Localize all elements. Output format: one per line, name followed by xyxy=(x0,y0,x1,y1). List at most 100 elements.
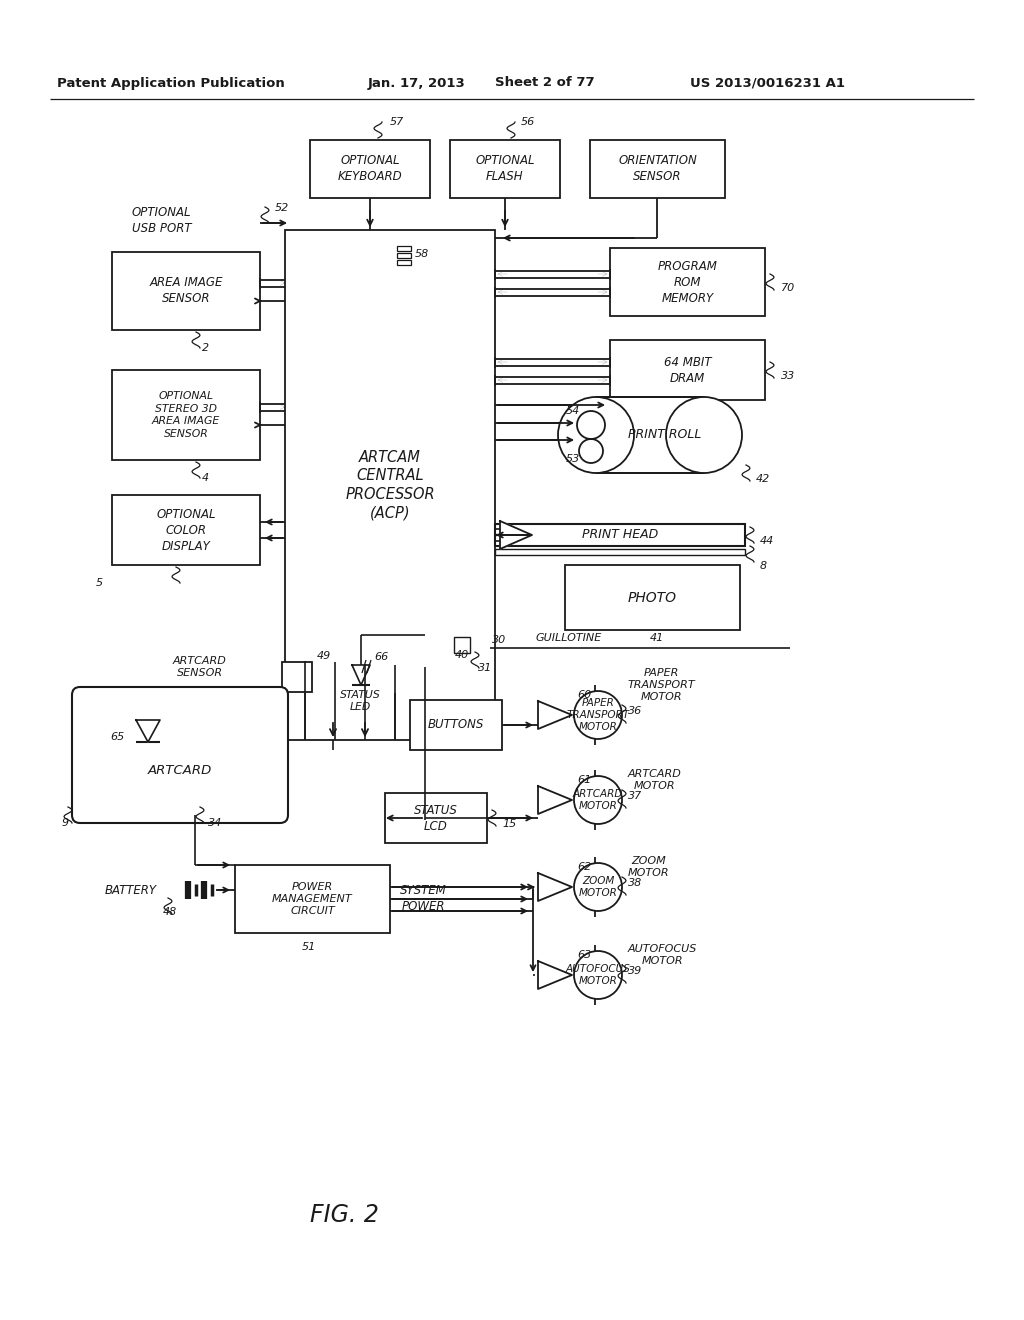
Text: 15: 15 xyxy=(502,818,516,829)
Text: OPTIONAL
KEYBOARD: OPTIONAL KEYBOARD xyxy=(338,154,402,183)
Text: 60: 60 xyxy=(577,690,591,700)
Text: PAPER
TRANSPORT
MOTOR: PAPER TRANSPORT MOTOR xyxy=(628,668,695,702)
Text: 70: 70 xyxy=(781,282,796,293)
Bar xyxy=(385,793,487,843)
Text: PROGRAM
ROM
MEMORY: PROGRAM ROM MEMORY xyxy=(657,260,718,305)
Ellipse shape xyxy=(666,397,742,473)
Bar xyxy=(495,524,745,546)
Text: PAPER
TRANSPORT
MOTOR: PAPER TRANSPORT MOTOR xyxy=(566,698,630,733)
Text: 48: 48 xyxy=(163,907,177,917)
Text: 34: 34 xyxy=(208,818,222,828)
Text: 2: 2 xyxy=(202,343,209,352)
Text: BATTERY: BATTERY xyxy=(105,883,157,896)
Text: 57: 57 xyxy=(390,117,404,127)
Bar xyxy=(397,253,411,257)
Polygon shape xyxy=(538,701,572,729)
Text: Patent Application Publication: Patent Application Publication xyxy=(57,77,285,90)
Text: 33: 33 xyxy=(781,371,796,381)
Bar xyxy=(285,230,495,741)
Text: AUTOFOCUS
MOTOR: AUTOFOCUS MOTOR xyxy=(565,964,631,986)
Text: 8: 8 xyxy=(760,561,767,572)
Text: GUILLOTINE: GUILLOTINE xyxy=(535,634,601,643)
Bar xyxy=(610,248,765,315)
Text: 39: 39 xyxy=(628,966,642,975)
Text: ARTCARD
MOTOR: ARTCARD MOTOR xyxy=(572,789,624,810)
Text: 31: 31 xyxy=(478,663,493,673)
Text: 37: 37 xyxy=(628,791,642,801)
Text: SYSTEM
POWER: SYSTEM POWER xyxy=(400,884,446,913)
Text: POWER
MANAGEMENT
CIRCUIT: POWER MANAGEMENT CIRCUIT xyxy=(272,882,353,916)
Text: 61: 61 xyxy=(577,775,591,785)
Text: 44: 44 xyxy=(760,536,774,546)
Text: 5: 5 xyxy=(96,578,103,587)
Text: 41: 41 xyxy=(650,634,665,643)
Text: 56: 56 xyxy=(521,117,536,127)
Text: STATUS
LCD: STATUS LCD xyxy=(414,804,458,833)
Bar xyxy=(410,700,502,750)
Text: STATUS
LED: STATUS LED xyxy=(340,690,380,713)
Text: ZOOM
MOTOR: ZOOM MOTOR xyxy=(628,855,670,878)
Text: 49: 49 xyxy=(317,651,331,661)
Bar xyxy=(590,140,725,198)
Bar xyxy=(596,397,705,473)
Polygon shape xyxy=(538,873,572,902)
Text: 62: 62 xyxy=(577,862,591,873)
Bar xyxy=(234,865,390,933)
Text: 53: 53 xyxy=(566,454,581,465)
Bar xyxy=(495,549,745,554)
Polygon shape xyxy=(136,719,160,742)
Text: 30: 30 xyxy=(492,635,506,645)
Bar xyxy=(112,495,260,565)
Text: 66: 66 xyxy=(374,652,388,663)
Bar xyxy=(450,140,560,198)
Text: OPTIONAL
STEREO 3D
AREA IMAGE
SENSOR: OPTIONAL STEREO 3D AREA IMAGE SENSOR xyxy=(152,392,220,438)
Polygon shape xyxy=(538,961,572,989)
Bar xyxy=(610,341,765,400)
Bar xyxy=(282,663,312,692)
Text: OPTIONAL
FLASH: OPTIONAL FLASH xyxy=(475,154,535,183)
Polygon shape xyxy=(538,785,572,814)
Text: 40: 40 xyxy=(455,649,469,660)
Bar xyxy=(565,565,740,630)
Text: AUTOFOCUS
MOTOR: AUTOFOCUS MOTOR xyxy=(628,944,697,966)
Text: 64 MBIT
DRAM: 64 MBIT DRAM xyxy=(664,355,712,384)
Text: PRINT ROLL: PRINT ROLL xyxy=(629,429,701,441)
Polygon shape xyxy=(500,521,532,549)
Bar xyxy=(454,638,470,653)
Text: 38: 38 xyxy=(628,878,642,888)
Text: 58: 58 xyxy=(415,249,429,259)
Bar xyxy=(586,420,596,430)
Polygon shape xyxy=(352,665,370,685)
Text: 65: 65 xyxy=(110,733,124,742)
Text: 9: 9 xyxy=(62,818,70,828)
Text: OPTIONAL
COLOR
DISPLAY: OPTIONAL COLOR DISPLAY xyxy=(157,507,216,553)
Bar xyxy=(397,246,411,251)
FancyBboxPatch shape xyxy=(72,686,288,822)
Text: ARTCARD: ARTCARD xyxy=(147,763,212,776)
Text: ARTCAM
CENTRAL
PROCESSOR
(ACP): ARTCAM CENTRAL PROCESSOR (ACP) xyxy=(345,450,435,520)
Text: PRINT HEAD: PRINT HEAD xyxy=(582,528,658,541)
Ellipse shape xyxy=(558,397,634,473)
Text: 42: 42 xyxy=(756,474,770,484)
Text: ZOOM
MOTOR: ZOOM MOTOR xyxy=(579,876,617,898)
Text: Sheet 2 of 77: Sheet 2 of 77 xyxy=(495,77,595,90)
Text: 52: 52 xyxy=(275,203,289,213)
Text: 51: 51 xyxy=(302,942,316,952)
Text: ARTCARD
SENSOR: ARTCARD SENSOR xyxy=(173,656,227,678)
Bar xyxy=(112,252,260,330)
Text: ARTCARD
MOTOR: ARTCARD MOTOR xyxy=(628,768,682,791)
Text: OPTIONAL
USB PORT: OPTIONAL USB PORT xyxy=(132,206,191,235)
Text: BUTTONS: BUTTONS xyxy=(428,718,484,731)
Text: Jan. 17, 2013: Jan. 17, 2013 xyxy=(368,77,466,90)
Text: 63: 63 xyxy=(577,950,591,960)
Text: 4: 4 xyxy=(202,473,209,483)
Text: 36: 36 xyxy=(628,706,642,715)
Text: ORIENTATION
SENSOR: ORIENTATION SENSOR xyxy=(618,154,697,183)
Text: PHOTO: PHOTO xyxy=(628,590,677,605)
Text: 54: 54 xyxy=(566,407,581,416)
Bar xyxy=(397,260,411,265)
Text: US 2013/0016231 A1: US 2013/0016231 A1 xyxy=(690,77,845,90)
Text: FIG. 2: FIG. 2 xyxy=(310,1203,379,1228)
Text: AREA IMAGE
SENSOR: AREA IMAGE SENSOR xyxy=(150,276,222,305)
Bar xyxy=(310,140,430,198)
